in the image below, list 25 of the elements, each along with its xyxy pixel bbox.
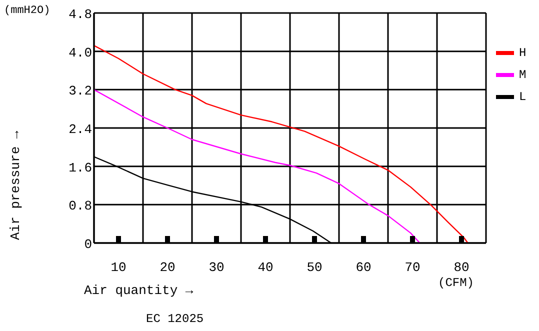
x-tick-label: 10 [110, 260, 126, 275]
text: EC 12025 [146, 312, 204, 326]
y-tick-label: 1.6 [68, 160, 92, 176]
y-tick-label: 4.8 [68, 7, 92, 22]
legend-label: L [519, 90, 526, 104]
x-tick-label: 30 [208, 260, 224, 275]
y-axis-title: Air pressure → [8, 130, 23, 240]
text: (mmH2O) [4, 5, 50, 17]
y-tick-label: 0.8 [68, 198, 92, 214]
y-tick-label: 3.2 [68, 84, 92, 99]
x-tick-label: 80 [454, 260, 470, 275]
x-tick-label: 50 [306, 260, 322, 275]
x-axis-title: Air quantity → [84, 283, 194, 298]
legend-label: H [519, 46, 526, 60]
text: (CFM) [438, 276, 474, 290]
line-series [94, 44, 468, 243]
x-tick-label: 60 [356, 260, 372, 275]
y-tick-label: 4.0 [68, 45, 92, 60]
y-tick-label: 0 [84, 237, 92, 252]
x-tick-label: 40 [258, 260, 274, 275]
x-tick-label: 20 [160, 260, 176, 275]
y-tick-label: 2.4 [68, 122, 92, 137]
x-tick-label: 70 [404, 260, 420, 275]
line-series [94, 89, 420, 243]
legend-label: M [519, 68, 526, 82]
